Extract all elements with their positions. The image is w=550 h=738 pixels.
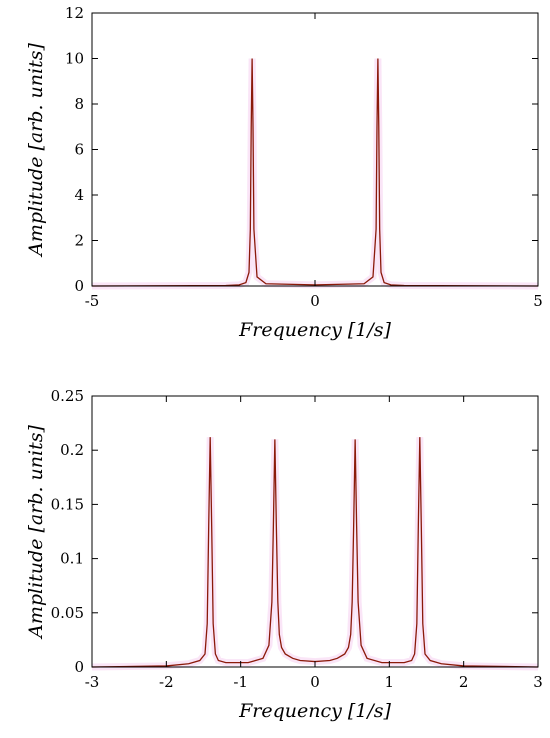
y-tick-label: 0: [74, 277, 84, 295]
x-axis-title: Frequency [1/s]: [238, 319, 391, 341]
y-axis-title: Amplitude [arb. units]: [25, 425, 47, 640]
x-tick-label: 3: [533, 673, 543, 691]
x-tick-label: -1: [233, 673, 248, 691]
series-line-1: [91, 58, 539, 287]
y-tick-label: 0.15: [51, 495, 84, 513]
x-tick-label: -3: [85, 673, 100, 691]
plot-frame: [91, 12, 539, 287]
x-tick-label: 0: [310, 292, 320, 310]
y-tick-label: 0: [74, 658, 84, 676]
x-tick-label: 1: [385, 673, 395, 691]
chart-panel-2: -3 -2 -1 0 1 2 3 0 0.05 0.1 0.15 0.2 0.25 Frequency […: [25, 387, 543, 722]
x-tick-label: 5: [533, 292, 543, 310]
x-tick-label: -2: [159, 673, 174, 691]
y-tick-label: 10: [65, 50, 84, 68]
y-tick-label: 0.2: [60, 441, 84, 459]
y-tick-label: 0.1: [60, 550, 84, 568]
series-line-1: [91, 437, 539, 668]
y-tick-label: 4: [74, 186, 84, 204]
y-tick-label: 12: [65, 4, 84, 22]
y-tick-label: 8: [74, 95, 84, 113]
y-tick-label: 6: [74, 141, 84, 159]
y-axis-title: Amplitude [arb. units]: [25, 43, 47, 258]
series-halo-1: [91, 437, 539, 671]
y-tick-label: 0.05: [51, 604, 84, 622]
x-tick-label: 0: [310, 673, 320, 691]
x-tick-label: 2: [459, 673, 469, 691]
y-tick-label: 2: [74, 232, 84, 250]
series-halo-1: [91, 58, 539, 290]
plot-frame: [91, 395, 539, 668]
x-tick-label: -5: [85, 292, 100, 310]
y-tick-label: 0.25: [51, 387, 84, 405]
x-axis-title: Frequency [1/s]: [238, 700, 391, 722]
